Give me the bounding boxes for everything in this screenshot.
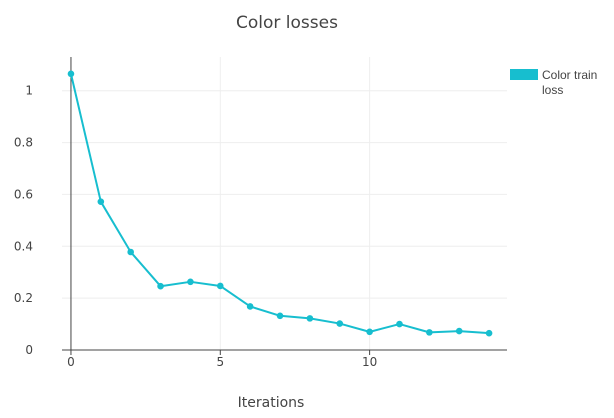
x-axis-title: Iterations (238, 395, 305, 411)
x-tick-label: 0 (67, 355, 75, 369)
axes (62, 57, 507, 355)
data-point[interactable] (276, 312, 284, 320)
data-point[interactable] (216, 282, 224, 290)
legend-label: Color train (542, 68, 597, 82)
y-tick-label: 0.6 (14, 187, 33, 201)
grid-lines (62, 57, 507, 350)
data-point[interactable] (396, 320, 403, 328)
tick-labels: 00.20.40.60.810 5 10 (14, 84, 377, 369)
data-point[interactable] (426, 329, 433, 336)
data-point[interactable] (455, 327, 463, 335)
data-point[interactable] (67, 70, 75, 78)
data-point[interactable] (246, 303, 254, 310)
data-point[interactable] (97, 198, 105, 205)
y-tick-label: 0.2 (14, 291, 33, 305)
data-point[interactable] (485, 329, 493, 337)
data-point[interactable] (157, 282, 164, 290)
data-point[interactable] (127, 248, 134, 256)
y-tick-label: 0.4 (14, 239, 33, 253)
legend-label: loss (542, 83, 563, 97)
y-tick-label: 0 (25, 343, 33, 357)
data-point[interactable] (366, 328, 373, 336)
legend-swatch (510, 69, 538, 80)
data-point[interactable] (306, 315, 314, 322)
data-point[interactable] (336, 320, 344, 327)
y-tick-label: 1 (25, 84, 33, 98)
series-lines (67, 70, 493, 337)
y-tick-label: 0.8 (14, 136, 33, 150)
x-tick-label: 5 (216, 355, 224, 369)
x-tick-label: 10 (362, 355, 377, 369)
chart-title: Color losses (236, 13, 338, 33)
data-point[interactable] (187, 278, 194, 286)
